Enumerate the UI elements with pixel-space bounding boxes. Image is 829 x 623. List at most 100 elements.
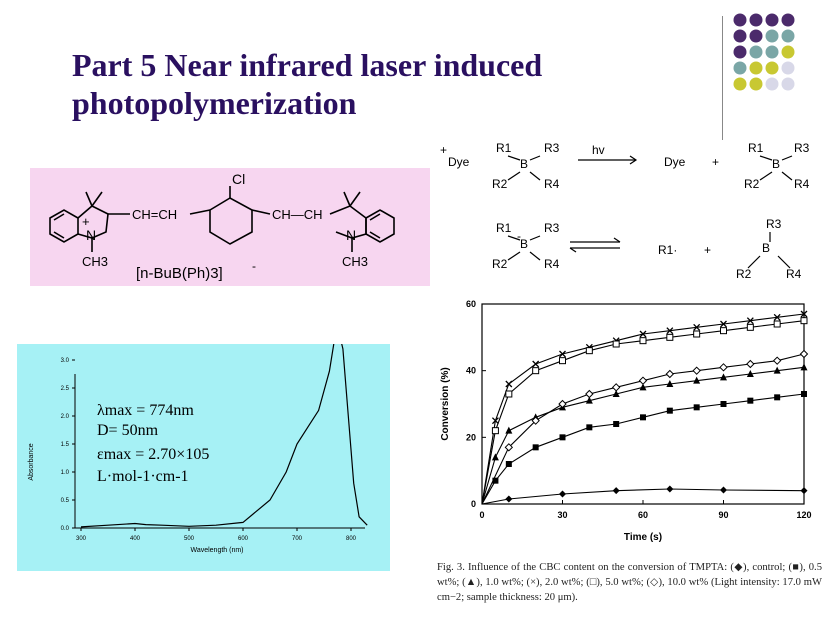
d-label: D= 50nm (97, 422, 159, 439)
data-point-x (559, 350, 566, 358)
decor-dot (781, 29, 795, 43)
spectrum-y-tick-label: 3.0 (61, 358, 70, 364)
decor-dot (749, 77, 763, 91)
data-point-open-diamond (504, 443, 514, 452)
data-point-open-square (585, 347, 593, 355)
data-point-x (800, 310, 808, 318)
data-point-square (532, 444, 539, 451)
data-point-triangle (491, 453, 499, 461)
r3-label-c: R3 (544, 221, 560, 235)
plus-charge-label: + (82, 214, 90, 229)
reaction-scheme: + Dye R1 R3 B R2 R4 hv Dye + R1 R3 B R2 … (440, 141, 810, 281)
decor-dot (733, 77, 747, 91)
figure-caption: Fig. 3. Influence of the CBC content on … (437, 562, 822, 603)
data-point-square (747, 397, 754, 404)
plus-label-a: + (712, 155, 719, 169)
chart-x-tick-label: 120 (796, 510, 811, 520)
r4-label-c: R4 (544, 257, 560, 271)
decor-dot (781, 13, 795, 27)
data-point-open-diamond (558, 399, 567, 409)
series-line-x (481, 313, 805, 505)
spectrum-ylabel: Absorbance (28, 443, 35, 480)
data-point-triangle (746, 370, 754, 377)
decor-dot (781, 45, 795, 59)
data-point-diamond (666, 485, 674, 493)
decor-dot (749, 29, 763, 43)
counterion-charge-label: - (252, 259, 256, 273)
decorative-dot-grid (733, 13, 795, 91)
data-point-square (559, 434, 566, 441)
dye-radical-label: Dye (664, 155, 686, 169)
cyanine-structure: Cl CH=CH CH—CH N + N CH3 CH3 [n-BuB(Ph)3… (49, 171, 395, 282)
counterion-label: [n-BuB(Ph)3] (136, 265, 223, 282)
title-line-1: Part 5 Near infrared laser induced (72, 47, 543, 83)
chart-x-tick-label: 0 (479, 510, 484, 520)
data-point-open-square (559, 357, 566, 365)
spectrum-xlabel: Wavelength (nm) (190, 547, 243, 554)
cyanine-structure-panel: Cl CH=CH CH—CH N + N CH3 CH3 [n-BuB(Ph)3… (30, 168, 430, 286)
decor-dot (733, 61, 747, 75)
spectrum-x-tick-label: 300 (76, 536, 87, 542)
spectrum-y-tick-label: 1.5 (61, 442, 70, 448)
data-point-open-diamond (719, 363, 728, 372)
r2-label-a: R2 (492, 177, 508, 191)
minus-label-c: - (517, 229, 521, 243)
chart-y-tick-label: 40 (466, 366, 476, 376)
data-point-square (774, 394, 781, 401)
spectrum-x-tick-label: 700 (292, 536, 303, 542)
spectrum-y-tick-label: 0.0 (61, 526, 70, 532)
decor-dot (765, 77, 779, 91)
right-ch-ch-label: CH—CH (272, 207, 323, 222)
data-point-square (720, 401, 727, 407)
data-point-square (613, 421, 620, 427)
data-point-open-diamond (799, 349, 809, 359)
data-point-triangle (720, 373, 727, 381)
data-point-square (801, 391, 807, 397)
decor-dot (733, 13, 747, 27)
r3-label-d: R3 (766, 217, 782, 231)
spectrum-y-tick-label: 2.5 (61, 386, 70, 392)
left-ch-ch-label: CH=CH (132, 207, 177, 222)
r3-label-a: R3 (544, 141, 560, 155)
r1-radical-label: R1· (658, 243, 677, 257)
chart-x-tick-label: 30 (557, 510, 567, 520)
left-ch3-label: CH3 (82, 254, 108, 269)
dye-label: Dye (448, 155, 470, 169)
data-point-triangle (585, 396, 593, 404)
decor-dot (765, 29, 779, 43)
boron-label-d: B (762, 241, 770, 255)
data-point-x (491, 417, 499, 425)
data-point-square (586, 424, 593, 431)
decor-dot (749, 61, 763, 75)
spectrum-y-tick-label: 1.0 (61, 470, 70, 476)
chart-ylabel: Conversion (%) (440, 367, 451, 440)
epsilon-max-label: εmax = 2.70×105 (97, 446, 210, 463)
slide-title: Part 5 Near infrared laser induced photo… (72, 46, 632, 122)
r2-label-c: R2 (492, 257, 508, 271)
chart-x-tick-label: 60 (638, 510, 648, 520)
data-point-open-diamond (692, 366, 701, 375)
data-point-x (773, 313, 781, 321)
chart-y-tick-label: 20 (466, 432, 476, 442)
data-point-triangle (505, 426, 513, 434)
data-point-open-square (666, 333, 674, 341)
dye-plus-label: + (440, 143, 447, 157)
data-point-square (693, 404, 700, 411)
cyclohexene-ring (209, 197, 253, 245)
data-point-square (505, 461, 512, 467)
data-point-triangle (800, 363, 808, 371)
data-point-open-diamond (638, 376, 648, 385)
series-line-square (481, 393, 805, 505)
boron-label-a: B (520, 157, 528, 171)
data-point-diamond (612, 487, 620, 495)
r1-label-c: R1 (496, 221, 512, 235)
data-point-triangle (666, 380, 674, 387)
data-point-open-square (505, 390, 513, 398)
data-point-open-square (639, 337, 647, 345)
lambda-max-label: λmax = 774nm (97, 402, 194, 419)
boron-label-c: B (520, 237, 528, 251)
absorption-spectrum: 3004005006007008000.00.51.01.52.02.53.03… (28, 326, 368, 554)
chart-xlabel: Time (s) (624, 532, 662, 543)
chart-y-tick-label: 60 (466, 299, 476, 309)
decor-dot (749, 45, 763, 59)
